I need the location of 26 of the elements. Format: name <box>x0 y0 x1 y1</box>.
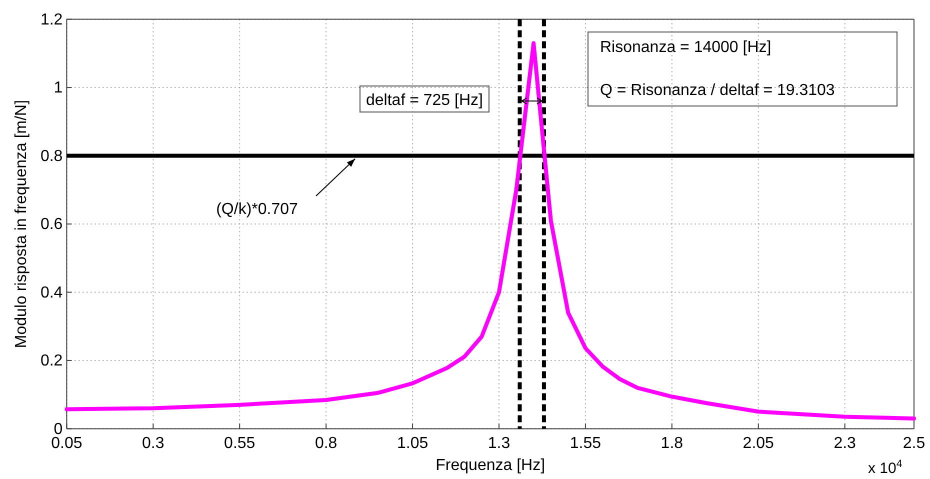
x-tick-label: 1.05 <box>396 435 428 452</box>
y-axis-title: Modulo risposta in frequenza [m/N] <box>13 100 30 348</box>
y-tick-label: 0.6 <box>40 216 63 234</box>
x-tick-label: 2.05 <box>742 435 774 452</box>
y-tick-label: 0 <box>54 420 63 438</box>
annotation: Risonanza = 14000 [Hz] <box>600 39 772 56</box>
x-tick-label: 0.8 <box>314 435 338 452</box>
y-tick-label: 0.8 <box>40 148 63 165</box>
line-series <box>64 41 916 420</box>
annotation: deltaf = 725 [Hz] <box>366 92 483 109</box>
x-tick-label: 0.55 <box>224 435 256 452</box>
text: x 10$^{4}$ <box>868 458 902 477</box>
y-tick-label: 1.2 <box>40 11 63 28</box>
x-tick-label: 2.3 <box>834 435 856 452</box>
x-tick-label: 1.3 <box>488 435 510 452</box>
y-tick-label: 1 <box>54 80 63 97</box>
x-axis-title: Frequenza [Hz] <box>436 457 546 474</box>
x-tick-label: 1.55 <box>570 435 602 452</box>
y-tick-label: 0.4 <box>40 284 63 302</box>
annotation: (Q/k)*0.707 <box>216 201 298 218</box>
x-tick-label: 0.3 <box>142 435 164 452</box>
x-tick-label: 1.8 <box>660 435 684 452</box>
annotation: Q = Risonanza / deltaf = 19.3103 <box>600 82 835 99</box>
x-tick-label: 2.5 <box>902 435 926 452</box>
x-tick-label: 0.05 <box>51 435 82 452</box>
y-tick-label: 0.2 <box>40 352 63 370</box>
